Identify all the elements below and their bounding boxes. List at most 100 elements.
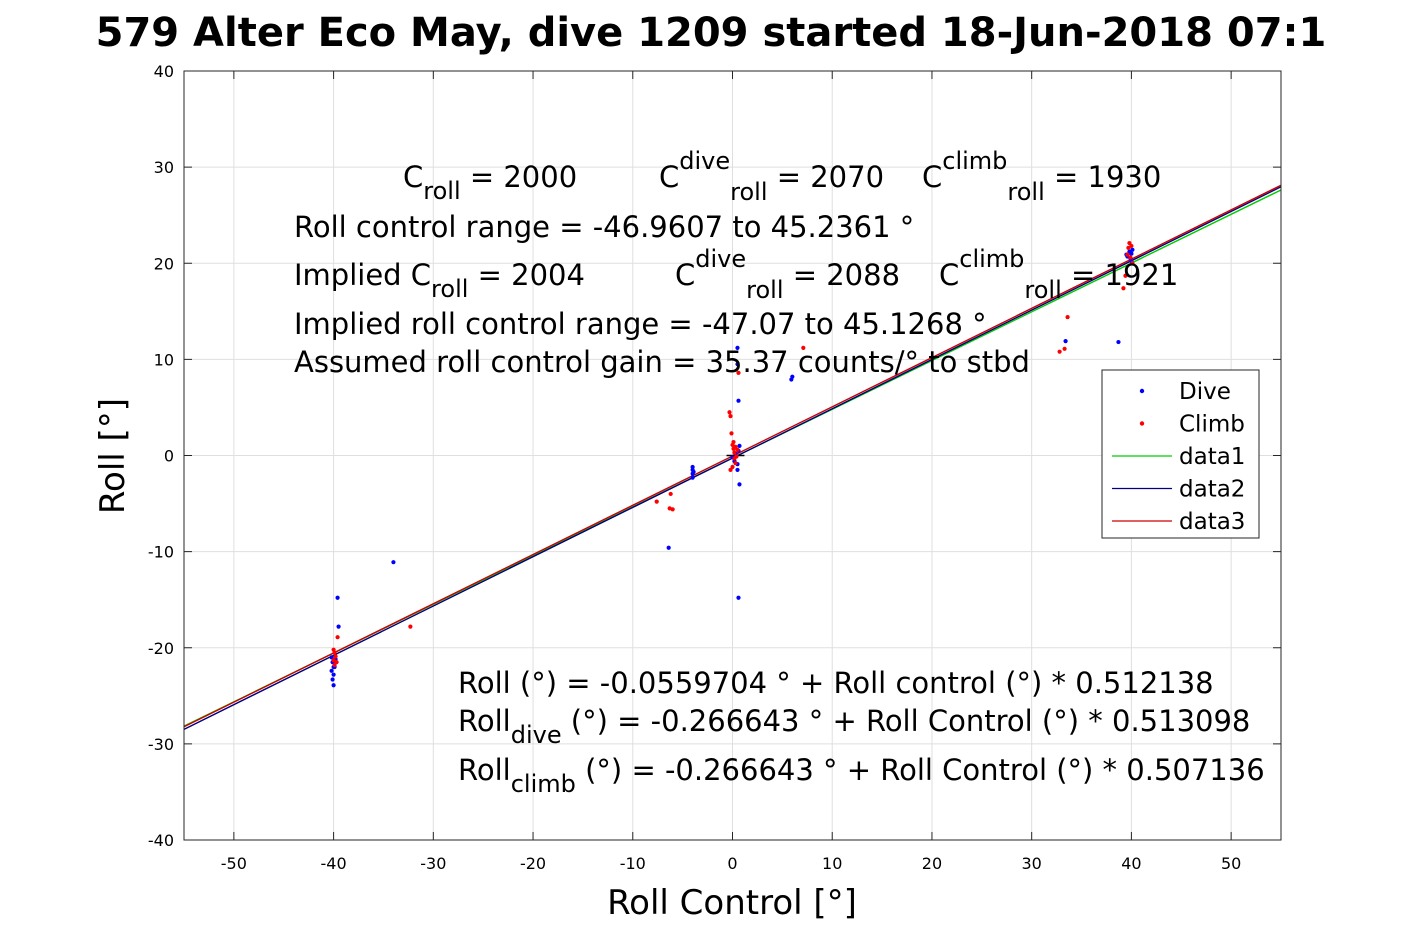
annotation-subscript: roll [423, 177, 460, 205]
point-dive [391, 560, 396, 565]
y-tick-label: 10 [154, 350, 174, 369]
point-climb [727, 410, 732, 415]
x-tick-label: 40 [1121, 854, 1141, 873]
legend-label: Dive [1179, 379, 1231, 405]
point-climb [1126, 245, 1131, 250]
legend-label: data2 [1179, 477, 1245, 503]
point-climb [735, 447, 740, 452]
x-tick-label: -20 [520, 854, 546, 873]
legend-label: data1 [1179, 444, 1245, 470]
point-dive [329, 668, 334, 673]
point-dive [690, 464, 695, 470]
annotation-rest: (°) = -0.266643 ° + Roll Control (°) * 0… [576, 753, 1265, 787]
annotation-roll_control_range: Roll control range = -46.9607 to 45.2361… [294, 210, 914, 244]
point-climb [668, 491, 673, 497]
annotation-main: C [939, 258, 959, 292]
point-dive [331, 672, 336, 677]
point-dive [691, 469, 696, 474]
annotation-subscript: climb [511, 770, 576, 798]
y-tick-label: 20 [154, 254, 174, 273]
point-climb [1065, 314, 1070, 320]
point-dive [335, 595, 340, 600]
annotation-implied_range: Implied roll control range = -47.07 to 4… [294, 307, 987, 341]
point-dive [331, 683, 336, 688]
annotation-fit_all: Roll (°) = -0.0559704 ° + Roll control (… [458, 666, 1214, 700]
legend: Dive Climb data1 data2 data3 [1101, 369, 1260, 539]
annotation-subscript: roll [746, 276, 783, 304]
chart-title: 579 Alter Eco May, dive 1209 started 18-… [96, 10, 1327, 56]
legend-box [1101, 369, 1260, 539]
point-dive [1130, 247, 1135, 252]
point-climb [1128, 255, 1133, 260]
annotation-rest: = 2000 [461, 160, 578, 194]
annotation-subscript: roll [431, 275, 468, 303]
legend-marker [1139, 421, 1145, 426]
x-tick-label: 50 [1221, 854, 1241, 873]
point-climb [408, 624, 413, 629]
annotation-rest: = 2070 [767, 160, 884, 194]
point-dive [336, 624, 341, 629]
point-climb [731, 439, 736, 445]
point-climb [729, 431, 734, 436]
point-dive [737, 443, 742, 448]
annotation-superscript: dive [695, 245, 746, 273]
point-climb [732, 450, 737, 455]
annotation-rest: = 1930 [1045, 160, 1162, 194]
point-dive [790, 374, 795, 379]
point-dive [690, 475, 695, 480]
point-climb [333, 654, 338, 659]
annotation-implied_c_roll: Implied Croll = 2004 [294, 258, 585, 303]
annotation-c_roll_dive: Cdiveroll = 2070 [659, 147, 884, 206]
point-climb [801, 345, 806, 350]
annotation-subscript: roll [730, 178, 767, 206]
point-dive [736, 398, 741, 403]
point-climb [654, 499, 659, 504]
legend-label: data3 [1179, 509, 1245, 535]
annotation-rest: = 2004 [468, 258, 585, 292]
point-climb [1130, 261, 1135, 266]
annotation-superscript: dive [679, 147, 730, 175]
point-climb [331, 658, 336, 663]
annotation-fit_dive: Rolldive (°) = -0.266643 ° + Roll Contro… [458, 704, 1250, 749]
annotation-fit_climb: Rollclimb (°) = -0.266643 ° + Roll Contr… [458, 753, 1265, 798]
point-climb [1123, 273, 1128, 278]
annotation-c_roll: Croll = 2000 [403, 160, 577, 205]
point-dive [1116, 339, 1121, 345]
annotation-rest: = 1921 [1062, 258, 1179, 292]
annotation-rest: (°) = -0.266643 ° + Roll Control (°) * 0… [562, 704, 1251, 738]
axis-ticks: -50 -40 -30 -20 -10 0 10 20 30 40 50 -40 -30 -20 -10 0 1… [148, 62, 1281, 873]
point-dive [1129, 251, 1134, 256]
point-climb [1125, 252, 1130, 257]
point-dive [736, 595, 741, 600]
annotation-gain: Assumed roll control gain = 35.37 counts… [294, 345, 1030, 379]
point-climb [335, 635, 340, 640]
point-climb [733, 461, 738, 466]
point-dive [330, 677, 335, 682]
point-climb [736, 370, 741, 375]
x-tick-label: -10 [620, 854, 646, 873]
point-dive [666, 545, 671, 550]
y-tick-label: 30 [154, 158, 174, 177]
annotation-superscript: climb [959, 245, 1024, 273]
annotation-subscript: roll [1024, 276, 1061, 304]
point-dive [735, 345, 740, 350]
point-climb [670, 507, 675, 512]
point-dive [1063, 339, 1068, 344]
annotation-main: C [659, 160, 679, 194]
point-climb [1057, 349, 1062, 354]
y-tick-label: 0 [164, 447, 174, 466]
y-tick-label: -20 [148, 639, 174, 658]
y-tick-label: -40 [148, 831, 174, 850]
point-dive [737, 482, 742, 487]
point-dive [735, 467, 740, 473]
annotation-main: C [403, 160, 423, 194]
annotation-rest: = 2088 [783, 258, 900, 292]
annotation-implied_c_roll_climb: Cclimbroll = 1921 [939, 245, 1178, 304]
annotation-main: Implied C [294, 258, 431, 292]
point-climb [332, 650, 337, 655]
point-climb [1129, 243, 1134, 249]
point-dive [735, 362, 740, 367]
point-climb [728, 413, 733, 419]
annotation-c_roll_climb: Cclimbroll = 1930 [922, 147, 1161, 206]
